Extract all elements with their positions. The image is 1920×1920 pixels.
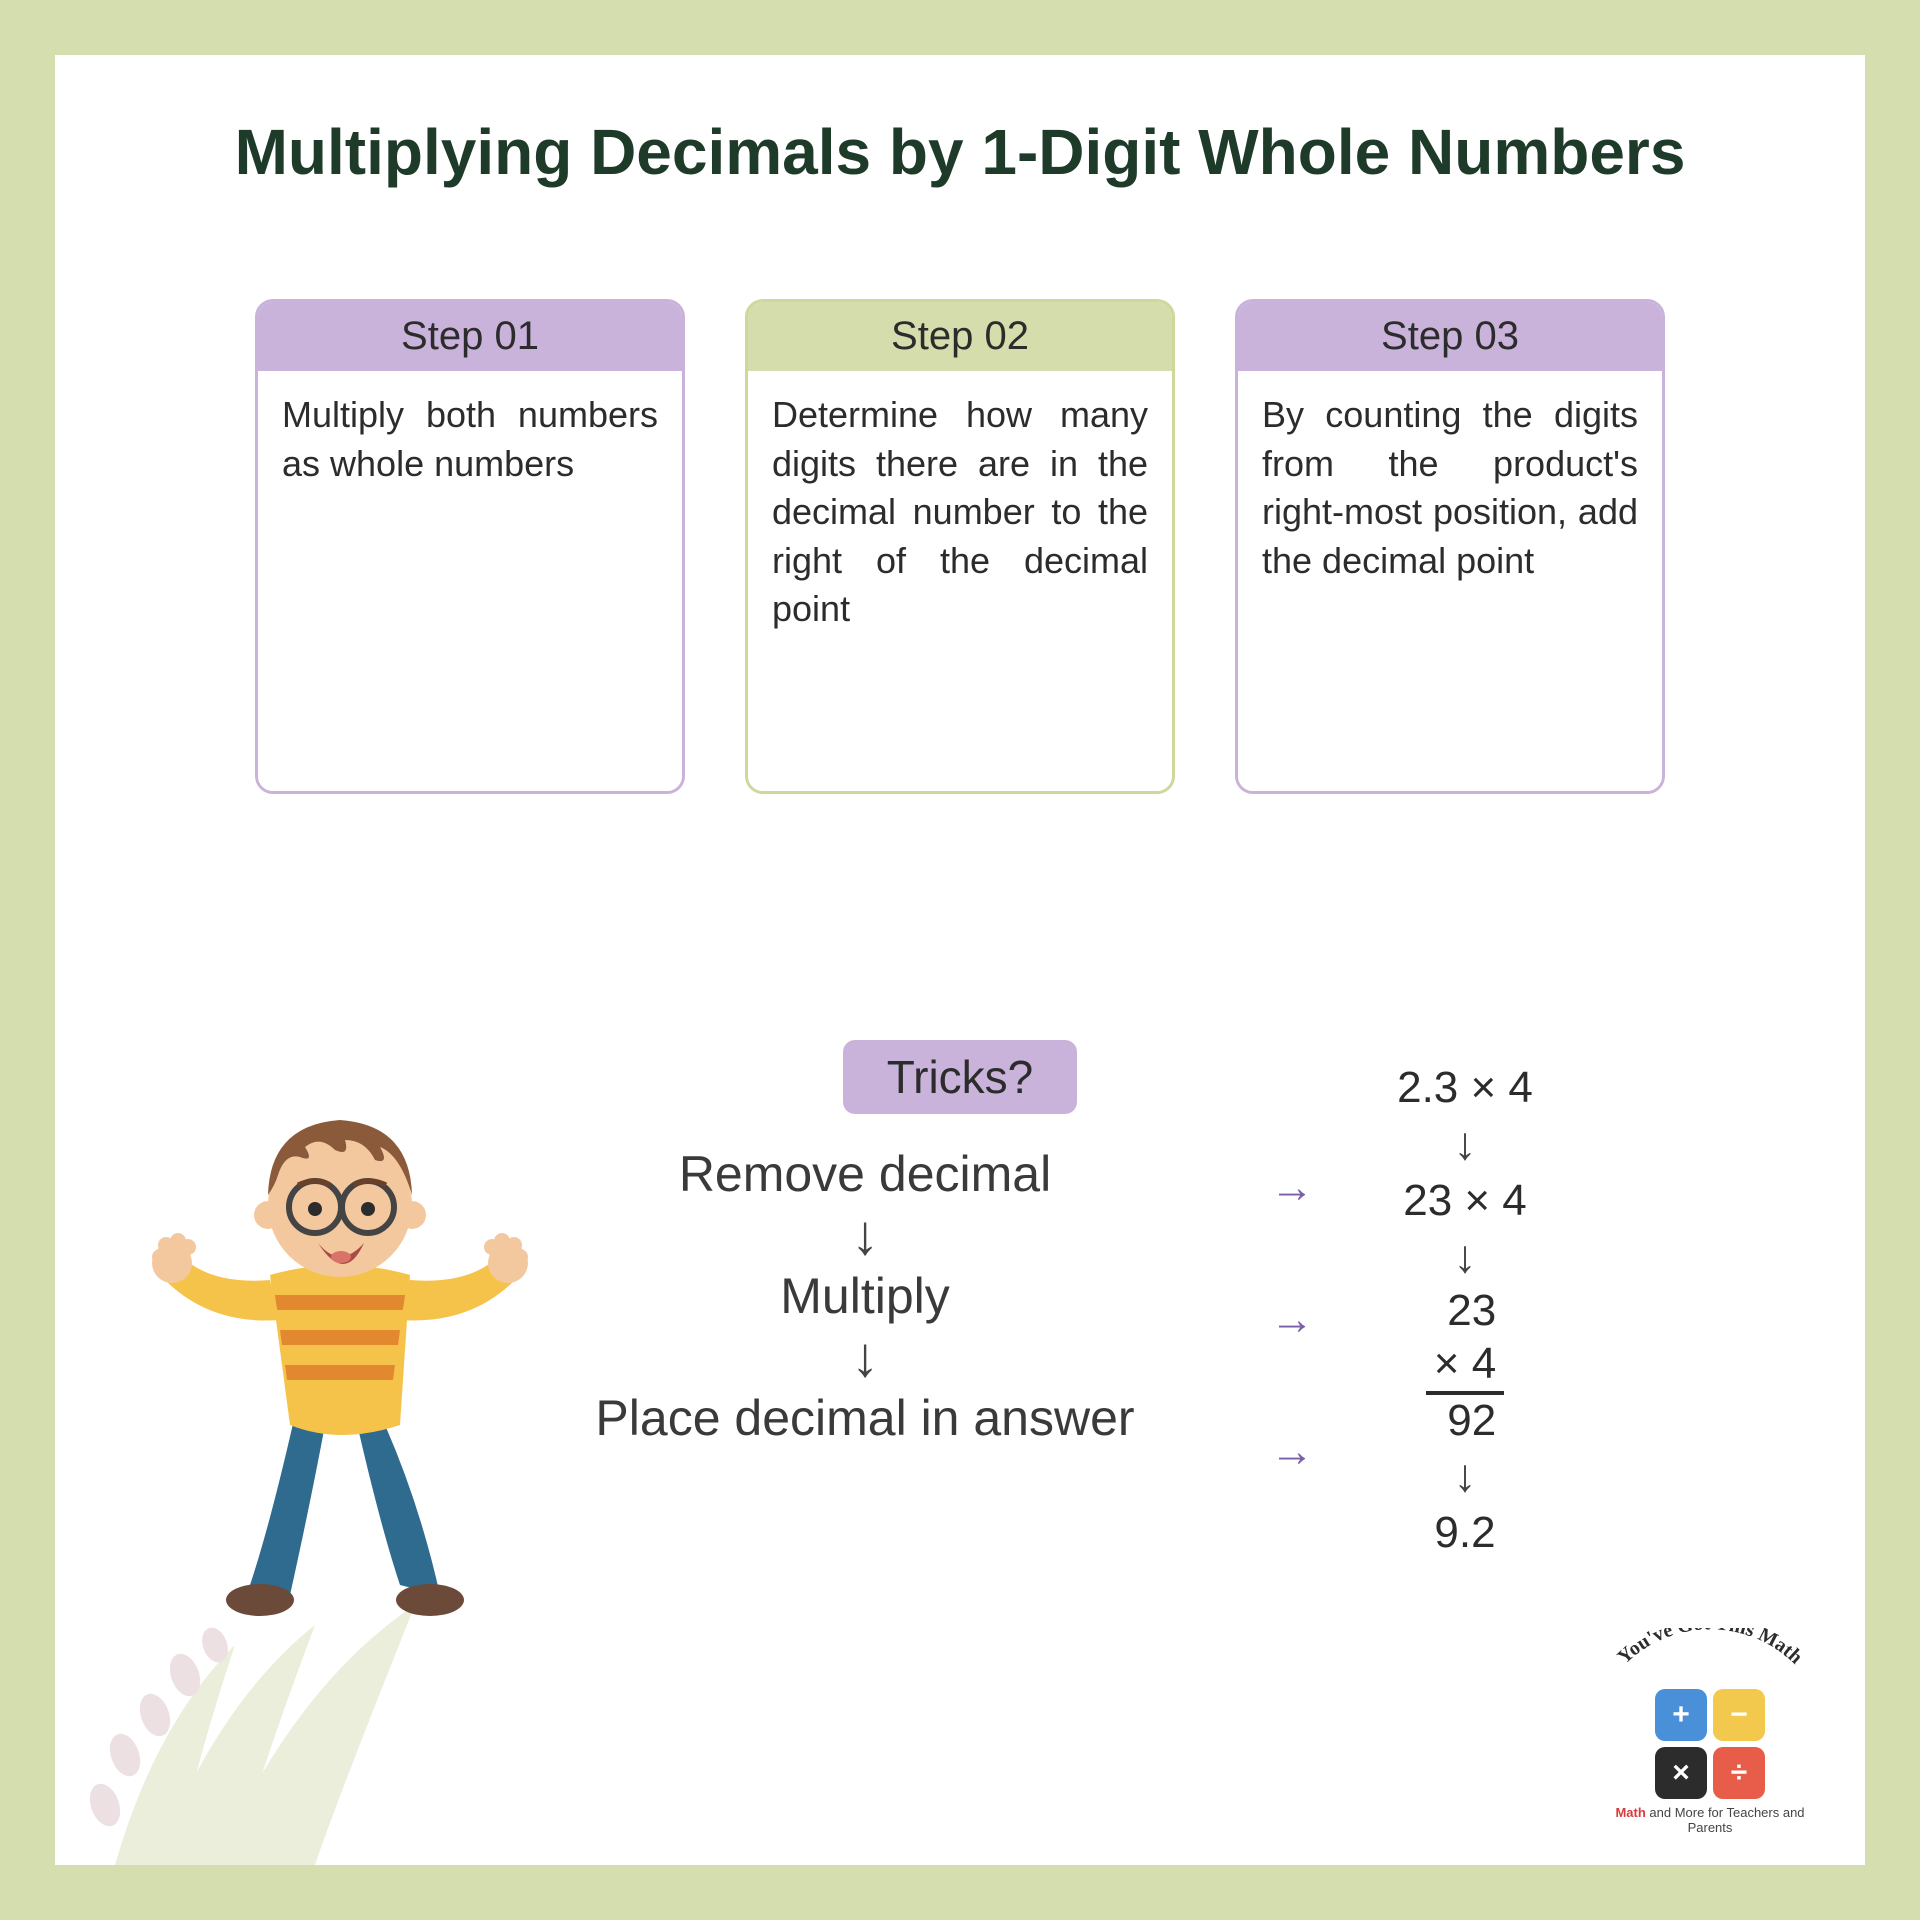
page-container: Multiplying Decimals by 1-Digit Whole Nu… [55,55,1865,1865]
step-card-3: Step 03 By counting the digits from the … [1235,299,1665,794]
arrow-right-icon: → [1270,1163,1314,1213]
tricks-flow: Remove decimal ↓ Multiply ↓ Place decima… [515,1145,1215,1447]
logo-tile-times: × [1655,1747,1707,1799]
steps-row: Step 01 Multiply both numbers as whole n… [55,299,1865,794]
boy-illustration [150,1085,530,1625]
logo-tile-plus: + [1655,1689,1707,1741]
page-title: Multiplying Decimals by 1-Digit Whole Nu… [55,55,1865,189]
arrow-right-icon: → [1270,1295,1314,1345]
worked-example: 2.3 × 4 ↓ 23 × 4 ↓ 23 × 4 92 ↓ 9.2 [1325,1060,1605,1560]
step-body: Multiply both numbers as whole numbers [258,371,682,791]
arrow-down-icon: ↓ [1325,1447,1605,1505]
brand-logo: You've Got This Math + − × ÷ Math and Mo… [1595,1628,1825,1835]
example-line: 23 × 4 [1325,1173,1605,1228]
step-header: Step 03 [1238,302,1662,371]
step-card-1: Step 01 Multiply both numbers as whole n… [255,299,685,794]
step-card-2: Step 02 Determine how many digits there … [745,299,1175,794]
logo-grid: + − × ÷ [1595,1689,1825,1799]
arrow-down-icon: ↓ [515,1207,1215,1263]
step-body: Determine how many digits there are in t… [748,371,1172,791]
tagline-mid: and More [1646,1805,1708,1820]
logo-tile-minus: − [1713,1689,1765,1741]
logo-tile-divide: ÷ [1713,1747,1765,1799]
example-final: 9.2 [1325,1505,1605,1560]
flow-step: Remove decimal [515,1145,1215,1203]
arrow-right-icon: → [1270,1427,1314,1477]
step-header: Step 01 [258,302,682,371]
tagline-red: Math [1615,1805,1645,1820]
flow-step: Place decimal in answer [515,1389,1215,1447]
step-header: Step 02 [748,302,1172,371]
mult-top: 23 [1426,1285,1504,1338]
multiplication-block: 23 × 4 92 [1325,1285,1605,1447]
mult-result: 92 [1426,1395,1504,1448]
arrow-down-icon: ↓ [1325,1228,1605,1286]
logo-arc-text: You've Got This Math [1605,1628,1815,1678]
logo-tagline: Math and More for Teachers and Parents [1595,1805,1825,1835]
arrow-down-icon: ↓ [515,1329,1215,1385]
arrow-down-icon: ↓ [1325,1115,1605,1173]
step-body: By counting the digits from the product'… [1238,371,1662,791]
tricks-label: Tricks? [843,1040,1078,1114]
flow-step: Multiply [515,1267,1215,1325]
example-line: 2.3 × 4 [1325,1060,1605,1115]
svg-text:You've Got This Math: You've Got This Math [1613,1628,1806,1668]
mult-mid: × 4 [1426,1338,1504,1395]
